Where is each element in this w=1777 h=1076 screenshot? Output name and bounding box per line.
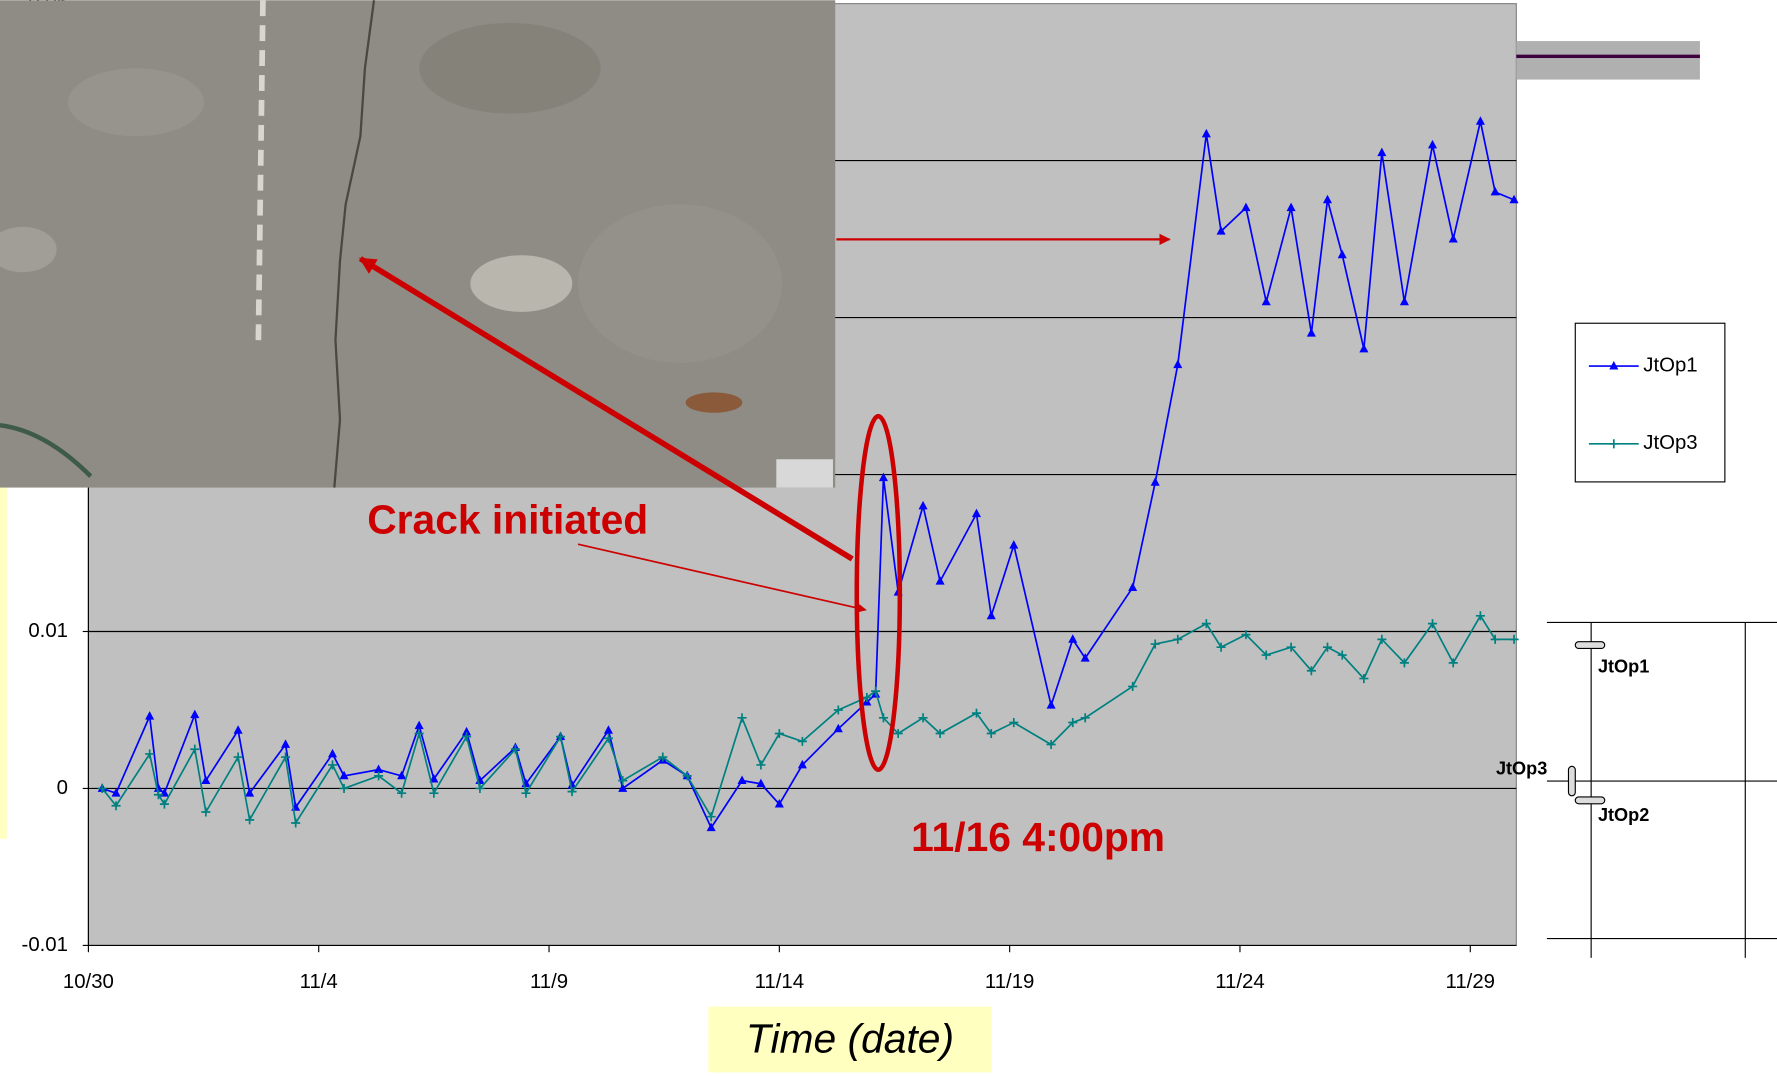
diagram-label: JtOp3 xyxy=(1496,759,1547,779)
legend-label: JtOp1 xyxy=(1643,354,1697,376)
annotation: Crack initiated xyxy=(367,496,648,542)
x-tick-label: 11/19 xyxy=(985,971,1034,993)
diagram-label: JtOp2 xyxy=(1598,805,1649,825)
x-tick-label: 11/4 xyxy=(300,971,338,993)
annotation: 11/16 4:00pm xyxy=(911,814,1165,860)
side-strip xyxy=(0,488,7,839)
chart: 10/30 11/4 11/9 11/14 11/19 11/24 11/29 -0.01 0… xyxy=(0,0,1777,1076)
diagram-label: JtOp1 xyxy=(1598,657,1649,677)
legend-label: JtOp3 xyxy=(1643,432,1697,454)
y-tick-label: 0 xyxy=(57,777,68,799)
page: {"chart_data": {"type": "line", "x_label… xyxy=(0,0,1777,1076)
x-tick-label: 11/14 xyxy=(755,971,804,993)
crack-photo xyxy=(0,0,835,487)
x-tick-label: 10/30 xyxy=(63,971,114,993)
top-bar xyxy=(1516,41,1700,80)
joint-diagram xyxy=(1547,622,1777,957)
y-tick-label: -0.01 xyxy=(22,934,68,956)
x-tick-label: 11/29 xyxy=(1446,971,1495,993)
y-tick-label: 0.01 xyxy=(28,620,68,642)
x-tick-label: 11/9 xyxy=(530,971,568,993)
x-tick-label: 11/24 xyxy=(1215,971,1264,993)
legend xyxy=(1575,323,1725,482)
x-axis-label: Time (date) xyxy=(746,1016,954,1062)
